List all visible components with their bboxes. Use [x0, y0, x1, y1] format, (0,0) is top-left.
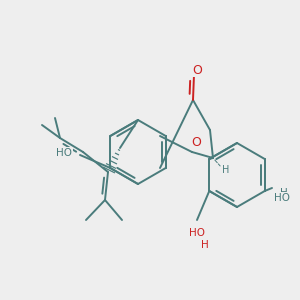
Text: HO: HO — [189, 228, 205, 238]
Text: H: H — [222, 165, 230, 175]
Text: HO: HO — [274, 193, 290, 203]
Text: HO: HO — [56, 148, 72, 158]
Text: O: O — [191, 136, 201, 149]
Text: H: H — [280, 188, 288, 198]
Text: H: H — [222, 168, 229, 177]
Text: H: H — [201, 240, 209, 250]
Text: O: O — [192, 64, 202, 76]
